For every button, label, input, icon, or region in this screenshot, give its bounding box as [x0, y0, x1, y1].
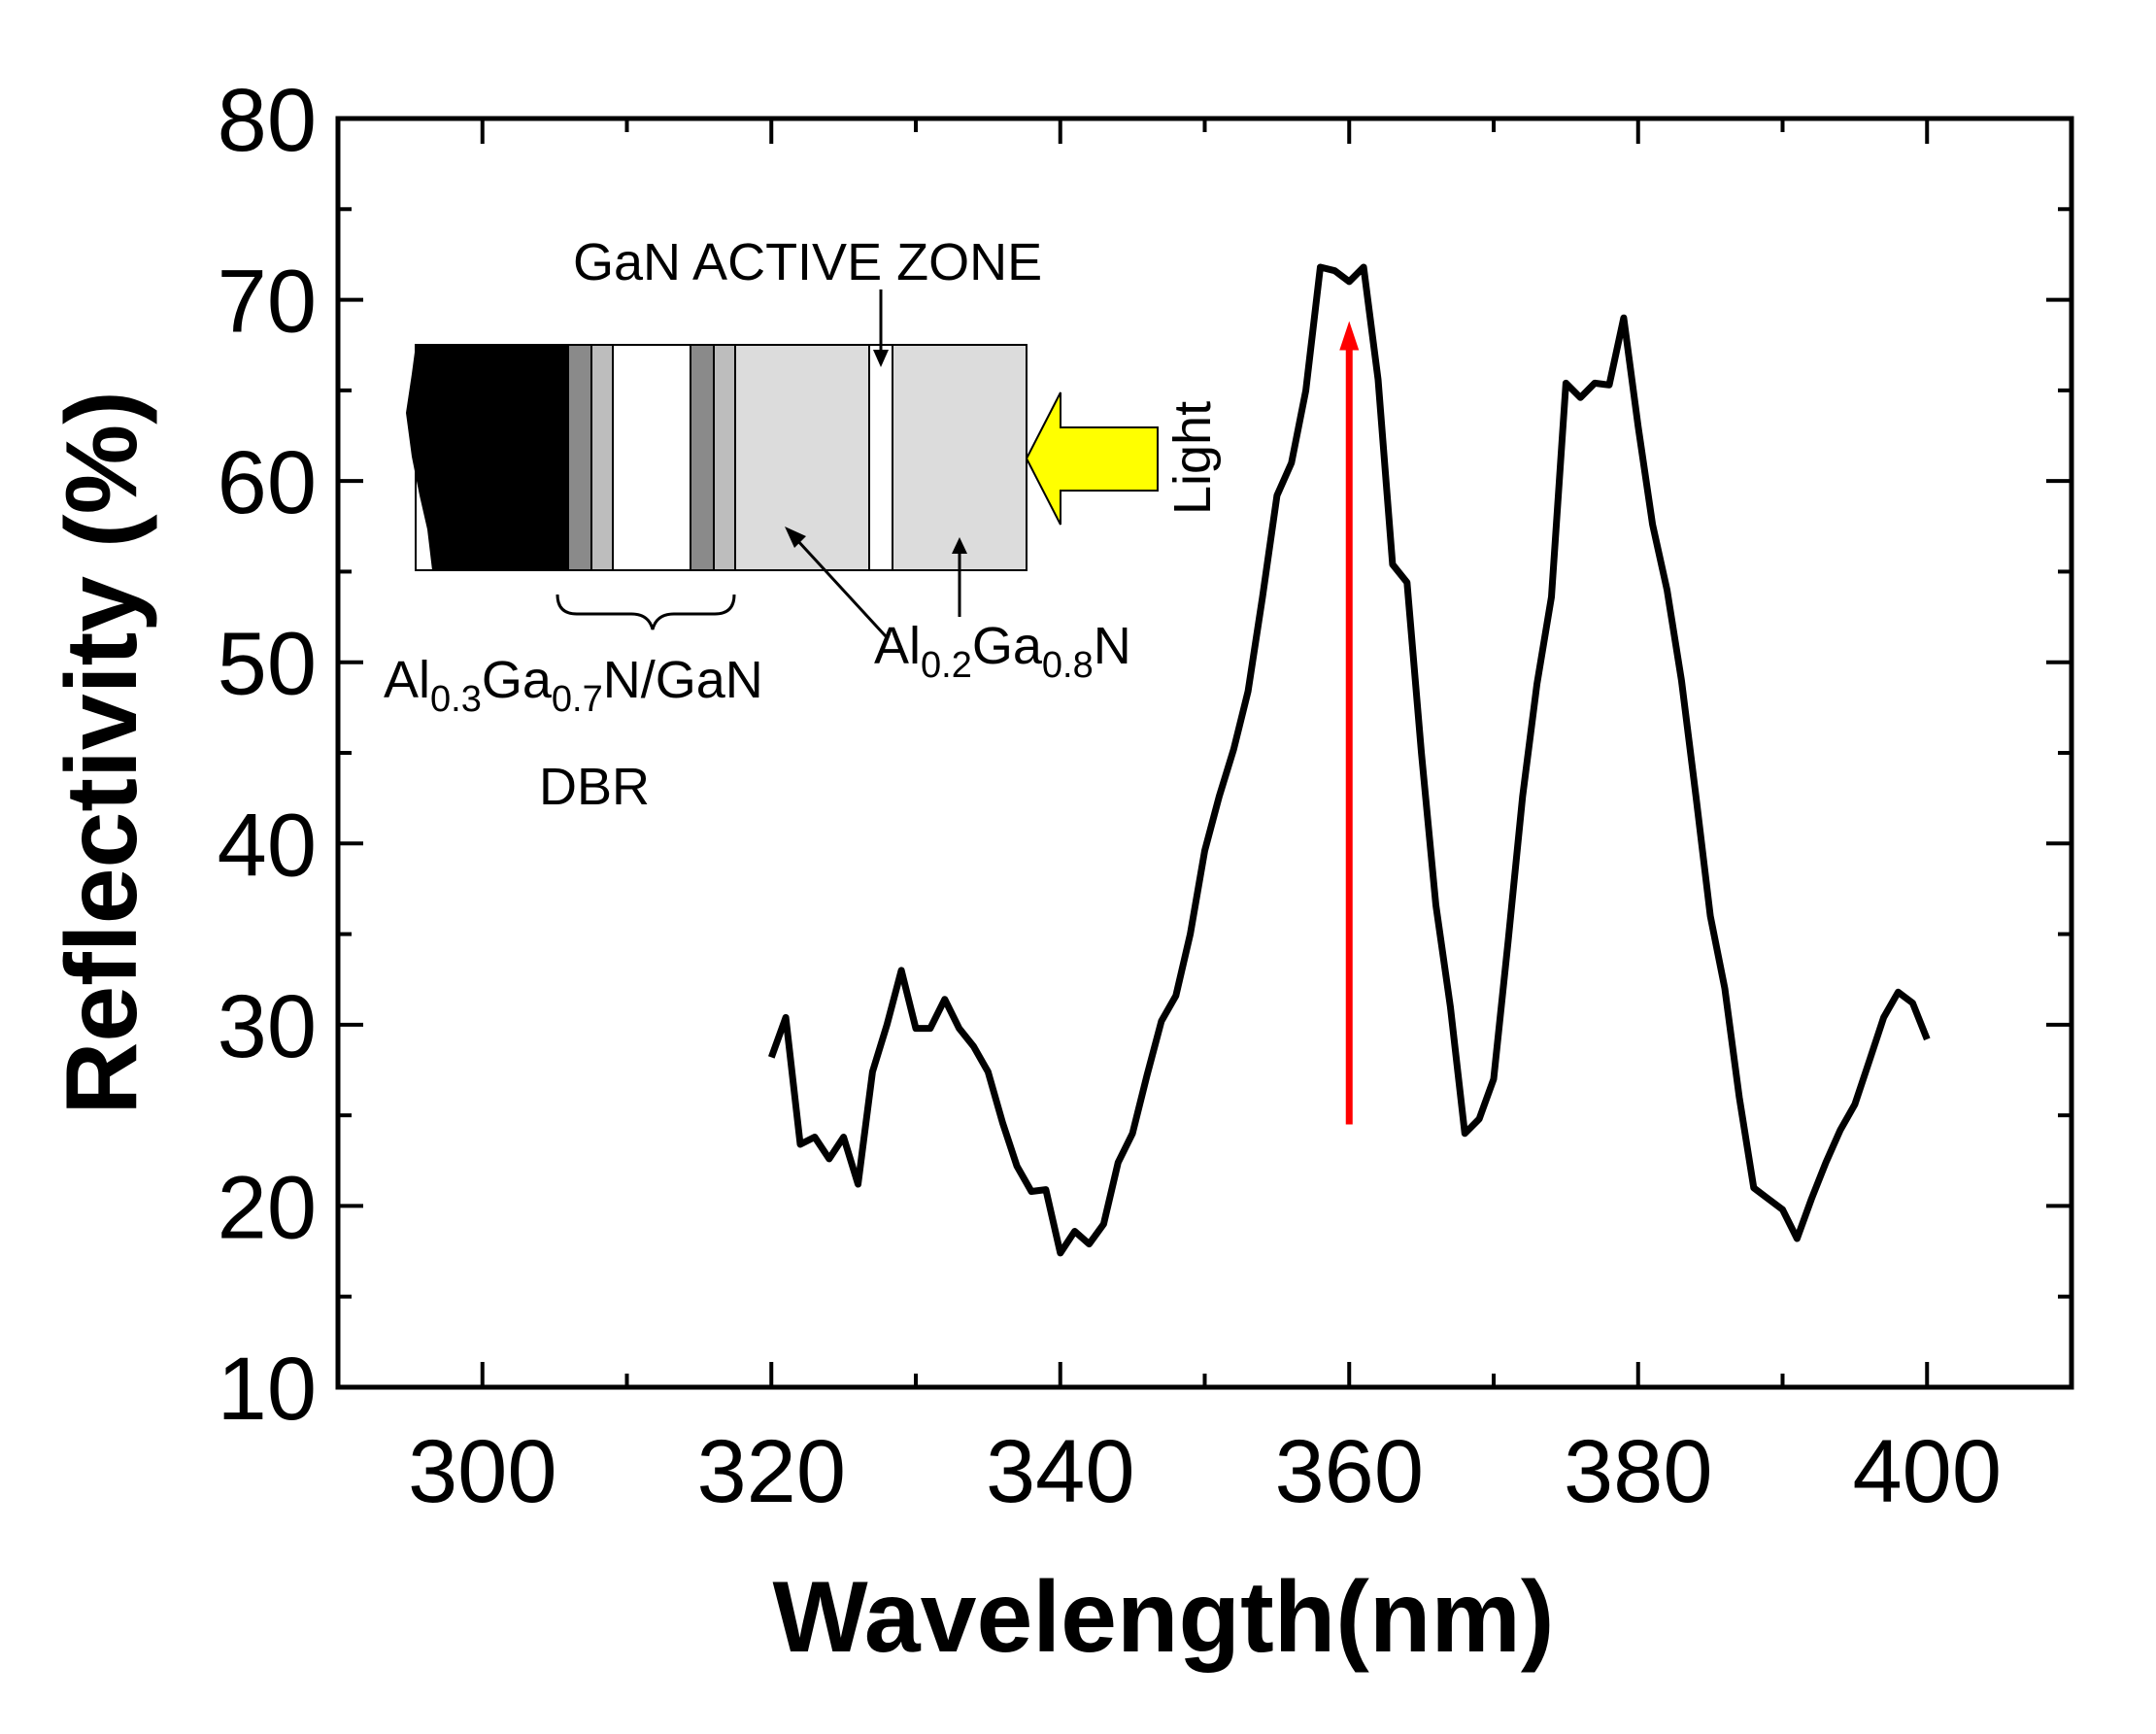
dbr-word-label: DBR: [539, 758, 650, 816]
y-axis-title: Reflectivity (%): [46, 391, 158, 1115]
cladding-left: [734, 344, 870, 571]
dbr-brace: [556, 594, 736, 630]
y-tick-label: 20: [218, 1158, 317, 1257]
cladding-pointer-left-head: [785, 527, 806, 548]
dbr-layer-4: [713, 344, 736, 571]
light-label: Light: [1163, 401, 1222, 515]
x-tick-label: 360: [1275, 1422, 1425, 1521]
y-tick-label: 40: [218, 796, 317, 895]
reflectivity-series-line: [768, 263, 1931, 1257]
x-tick-label: 400: [1853, 1422, 2003, 1521]
dbr-gap: [612, 344, 691, 571]
dbr-composition-label: Al0.3Ga0.7N/GaN: [384, 651, 763, 720]
dbr-layer-2: [590, 344, 614, 571]
x-axis-title: Wavelength(nm): [772, 1561, 1554, 1674]
y-tick-label: 80: [218, 71, 317, 170]
active-zone: [868, 344, 893, 571]
cladding-pointer-right-head: [952, 537, 967, 554]
active-zone-label: GaN ACTIVE ZONE: [573, 233, 1042, 291]
dbr-layer-3: [690, 344, 715, 571]
x-tick-label: 300: [408, 1422, 557, 1521]
substrate-block: [406, 345, 568, 570]
cladding-right: [892, 344, 1027, 571]
y-tick-label: 60: [218, 433, 317, 532]
cladding-pointer-left: [794, 537, 888, 638]
axis-ticks: [336, 117, 2073, 1389]
y-tick-label: 70: [218, 253, 317, 352]
active-zone-pointer-head: [873, 350, 889, 367]
device-schematic-inset: GaN ACTIVE ZONE Light Al0.3Ga0.7N/GaN DB…: [384, 233, 1222, 816]
y-tick-label: 30: [218, 977, 317, 1076]
y-tick-label: 10: [218, 1340, 317, 1439]
light-arrow-icon: [1025, 391, 1159, 526]
y-tick-label: 50: [218, 615, 317, 714]
x-tick-label: 340: [986, 1422, 1135, 1521]
dbr-layer-1: [567, 344, 592, 571]
axis-tick-labels: 300 320 340 360 380 400 10 20 30 40 50 60 70 80: [218, 71, 2002, 1521]
cladding-composition-label: Al0.2Ga0.8N: [874, 617, 1131, 686]
x-tick-label: 380: [1564, 1422, 1713, 1521]
x-tick-label: 320: [697, 1422, 847, 1521]
peak-arrow-head: [1339, 321, 1360, 351]
